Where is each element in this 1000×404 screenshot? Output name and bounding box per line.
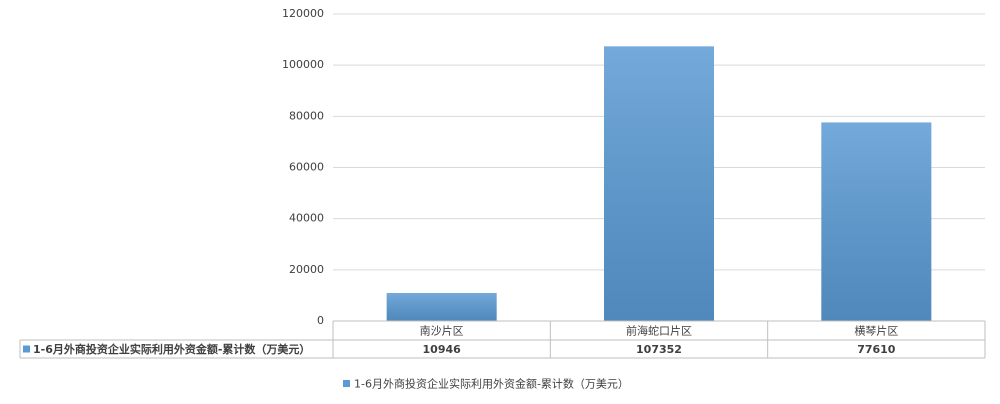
bar xyxy=(821,122,932,321)
y-tick-label: 120000 xyxy=(282,7,324,20)
legend-key xyxy=(343,380,350,387)
y-tick-label: 40000 xyxy=(289,212,324,225)
bar xyxy=(604,46,714,322)
y-tick-label: 100000 xyxy=(282,58,324,71)
y-tick-label: 20000 xyxy=(289,263,324,276)
legend-label: 1-6月外商投资企业实际利用外资金额-累计数（万美元） xyxy=(354,377,629,391)
table-value: 77610 xyxy=(857,343,896,356)
x-tick-label: 南沙片区 xyxy=(420,325,464,338)
table-legend-key xyxy=(23,345,30,353)
table-value: 10946 xyxy=(423,343,462,356)
bar xyxy=(386,292,497,321)
table-value: 107352 xyxy=(636,343,682,356)
x-tick-label: 前海蛇口片区 xyxy=(626,324,692,338)
y-tick-label: 0 xyxy=(317,314,324,327)
y-tick-label: 60000 xyxy=(289,161,324,174)
x-tick-label: 横琴片区 xyxy=(854,324,898,338)
y-tick-label: 80000 xyxy=(289,109,324,122)
table-series-label: 1-6月外商投资企业实际利用外资金额-累计数（万美元） xyxy=(33,342,310,356)
